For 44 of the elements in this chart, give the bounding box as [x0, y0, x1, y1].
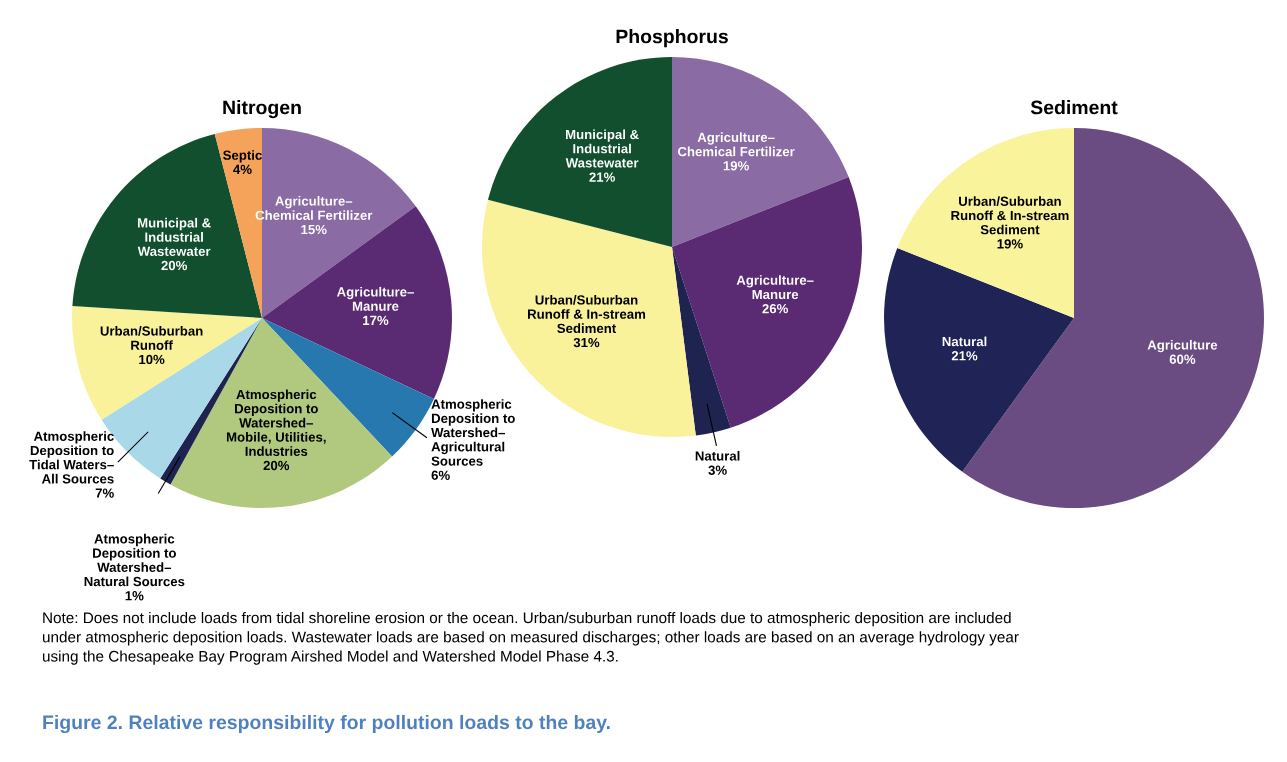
slice-label: Agriculture– Manure [336, 286, 414, 311]
data-label: 3% [708, 465, 727, 475]
slice-label: Atmospheric Deposition to Watershed– Natural Sources [84, 533, 185, 587]
data-label: 6% [431, 470, 450, 480]
slice-label: Municipal & Industrial Wastewater [565, 129, 639, 168]
slice-label: Atmospheric Deposition to Tidal Waters– All Sources [29, 431, 114, 484]
slice-label: Agriculture [1147, 339, 1218, 353]
slice-label: Municipal & Industrial Wastewater [137, 217, 211, 256]
chart-title: Phosphorus [616, 29, 728, 48]
data-label: 26% [762, 303, 789, 314]
slice-label: Septic [223, 150, 262, 163]
pie-slice [884, 248, 1074, 472]
slice-label: Urban/Suburban Runoff & In-stream Sediment [951, 196, 1069, 235]
data-label: 20% [161, 260, 188, 271]
pie-slice [487, 57, 672, 247]
slice-label: Urban/Suburban Runoff & In-stream Sediment [528, 294, 646, 334]
slice-label: Agriculture– Manure [736, 275, 814, 300]
pie-slice [672, 177, 862, 428]
slice-label: Urban/Suburban Runoff [100, 325, 203, 350]
data-label: 20% [263, 460, 290, 471]
data-label: 19% [997, 239, 1023, 249]
data-label: 1% [125, 591, 144, 601]
slice-label: Natural [942, 336, 987, 347]
chart-title: Nitrogen [223, 100, 301, 119]
caption: Figure 2. Relative responsibility for pollution loads to the bay. [43, 714, 610, 734]
pie-slice [672, 247, 731, 436]
data-label: 21% [589, 172, 615, 182]
data-label: 31% [573, 337, 600, 348]
slice-label: Natural [695, 450, 740, 461]
data-label: 15% [301, 224, 327, 235]
data-label: 4% [233, 164, 252, 175]
chart-title: Sediment [1030, 100, 1118, 115]
slice-label: Atmospheric Deposition to Watershed– Agricultural Sources [431, 399, 515, 466]
data-label: 10% [139, 354, 165, 365]
data-label: 19% [723, 161, 749, 171]
data-label: 21% [951, 351, 978, 361]
data-label: 7% [95, 488, 114, 498]
data-label: 60% [1169, 354, 1196, 364]
slice-label: Atmospheric Deposition to Watershed– Mobile, Utilities, Industries [226, 389, 326, 456]
text: Note: Does not include loads from tidal shoreline erosion or the ocean. Urban/suburban runoff loads due to atmospheric deposition are included under atmospheric deposition loads. Wastewater loads are based on measured discharges; other loads are based on an average hydrology year using the Chesapeake Bay Program Airshed Model and Watershed Model Phase 4.3. [42, 612, 1019, 665]
slice-label: Agriculture– Chemical Fertilizer [677, 132, 795, 157]
data-label: 17% [363, 315, 389, 326]
pie-slice [672, 57, 849, 247]
pie-slice [897, 128, 1074, 318]
